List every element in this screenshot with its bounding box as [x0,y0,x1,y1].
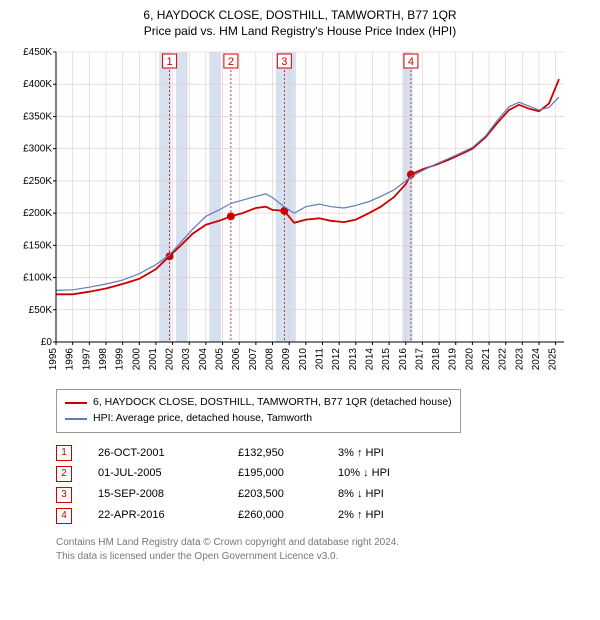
svg-text:2017: 2017 [414,348,425,371]
chart-area: 1 2 3 4 £0 £50K £100K £150K £200K £250K £300K £350K… [10,46,590,379]
tx-marker: 4 [56,508,72,524]
legend-swatch [65,418,87,420]
svg-text:2019: 2019 [448,348,459,371]
svg-text:2009: 2009 [281,348,292,371]
svg-text:2021: 2021 [481,348,492,371]
svg-text:£50K: £50K [29,305,53,316]
svg-text:2005: 2005 [215,348,226,371]
chart-container: 6, HAYDOCK CLOSE, DOSTHILL, TAMWORTH, B7… [0,0,600,574]
svg-text:2015: 2015 [381,348,392,371]
price-chart-svg: 1 2 3 4 £0 £50K £100K £150K £200K £250K £300K £350K… [10,46,570,374]
svg-text:2008: 2008 [265,348,276,371]
tx-date: 26-OCT-2001 [98,443,238,464]
chart-title-sub: Price paid vs. HM Land Registry's House … [10,24,590,38]
svg-text:2025: 2025 [548,348,559,371]
tx-marker: 2 [56,466,72,482]
svg-text:2004: 2004 [198,348,209,371]
svg-text:3: 3 [281,56,287,68]
svg-text:2011: 2011 [314,348,325,370]
svg-text:4: 4 [408,56,414,68]
svg-text:1996: 1996 [65,348,76,371]
chart-title-main: 6, HAYDOCK CLOSE, DOSTHILL, TAMWORTH, B7… [10,8,590,22]
svg-text:2000: 2000 [131,348,142,371]
footer-line: This data is licensed under the Open Gov… [56,550,590,564]
tx-price: £260,000 [238,505,338,526]
svg-text:2006: 2006 [231,348,242,371]
tx-price: £203,500 [238,484,338,505]
svg-text:2007: 2007 [248,348,259,371]
legend-item: 6, HAYDOCK CLOSE, DOSTHILL, TAMWORTH, B7… [65,395,452,411]
legend-item: HPI: Average price, detached house, Tamw… [65,411,452,427]
table-row: 4 22-APR-2016 £260,000 2% ↑ HPI [56,505,590,526]
svg-text:£150K: £150K [23,240,52,251]
legend-label: 6, HAYDOCK CLOSE, DOSTHILL, TAMWORTH, B7… [93,395,452,411]
tx-marker: 1 [56,445,72,461]
svg-text:2020: 2020 [464,348,475,371]
svg-text:£0: £0 [41,337,53,348]
tx-diff: 3% ↑ HPI [338,443,448,464]
svg-text:2018: 2018 [431,348,442,371]
svg-text:£350K: £350K [23,111,52,122]
svg-text:2003: 2003 [181,348,192,371]
tx-diff: 2% ↑ HPI [338,505,448,526]
legend-label: HPI: Average price, detached house, Tamw… [93,411,312,427]
tx-marker: 3 [56,487,72,503]
tx-date: 01-JUL-2005 [98,463,238,484]
tx-date: 15-SEP-2008 [98,484,238,505]
tx-diff: 8% ↓ HPI [338,484,448,505]
svg-text:2024: 2024 [531,348,542,371]
svg-text:2012: 2012 [331,348,342,371]
table-row: 1 26-OCT-2001 £132,950 3% ↑ HPI [56,443,590,464]
svg-text:£400K: £400K [23,79,52,90]
svg-text:2022: 2022 [498,348,509,371]
svg-text:1998: 1998 [98,348,109,371]
svg-text:2016: 2016 [398,348,409,371]
tx-price: £132,950 [238,443,338,464]
transaction-table: 1 26-OCT-2001 £132,950 3% ↑ HPI 2 01-JUL… [56,443,590,527]
legend: 6, HAYDOCK CLOSE, DOSTHILL, TAMWORTH, B7… [56,389,461,433]
svg-text:1: 1 [167,56,173,68]
svg-text:2002: 2002 [165,348,176,371]
svg-text:2: 2 [228,56,234,68]
svg-text:£300K: £300K [23,144,52,155]
svg-text:2013: 2013 [348,348,359,371]
svg-text:1995: 1995 [48,348,59,371]
table-row: 3 15-SEP-2008 £203,500 8% ↓ HPI [56,484,590,505]
svg-text:2014: 2014 [364,348,375,371]
footer: Contains HM Land Registry data © Crown c… [56,536,590,564]
svg-text:1999: 1999 [115,348,126,371]
svg-text:£200K: £200K [23,208,52,219]
svg-text:£450K: £450K [23,47,52,58]
svg-text:£250K: £250K [23,176,52,187]
svg-text:£100K: £100K [23,273,52,284]
svg-text:1997: 1997 [81,348,92,371]
legend-swatch [65,402,87,404]
svg-text:2001: 2001 [148,348,159,371]
tx-diff: 10% ↓ HPI [338,463,448,484]
svg-text:2023: 2023 [514,348,525,371]
svg-text:2010: 2010 [298,348,309,371]
footer-line: Contains HM Land Registry data © Crown c… [56,536,590,550]
table-row: 2 01-JUL-2005 £195,000 10% ↓ HPI [56,463,590,484]
tx-date: 22-APR-2016 [98,505,238,526]
tx-price: £195,000 [238,463,338,484]
